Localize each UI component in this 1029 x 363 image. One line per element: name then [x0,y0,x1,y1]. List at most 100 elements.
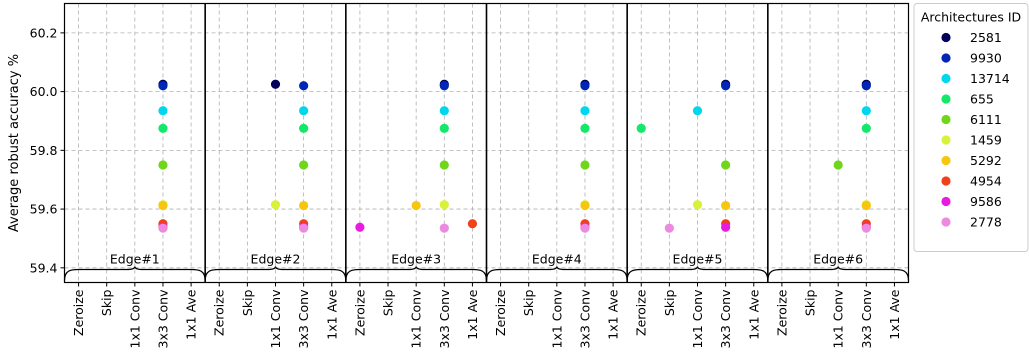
data-point-5292 [411,200,421,211]
data-point-2778 [158,223,168,233]
data-point-13714 [580,106,590,116]
legend-marker [941,135,951,145]
edge-label: Edge#4 [532,252,582,267]
data-point-9930 [158,81,168,91]
edge-brace [63,266,206,281]
edge-groups: Edge#1 Edge#2 Edge#3 Edge#4 Edge#5 Edge#6 [63,3,910,283]
data-point-655 [580,123,590,133]
legend-label: 9930 [970,51,1002,66]
legend-label: 2581 [970,30,1002,45]
legend-marker [941,217,951,227]
data-point-13714 [861,106,871,116]
edge-label: Edge#6 [813,252,863,267]
data-point-655 [861,123,871,133]
data-point-655 [439,123,449,133]
legend-marker [941,196,951,207]
data-point-9586 [721,222,731,232]
legend-marker [941,32,951,43]
x-tick-label: Skip [381,289,396,316]
data-point-6111 [158,160,168,170]
x-tick-label: 1x1 Conv [127,289,142,349]
data-point-5292 [299,200,309,211]
data-point-5292 [861,200,871,211]
x-tick-label: 1x1 Ave [887,289,902,339]
data-point-9930 [439,81,449,91]
x-tick-label: Zeroize [774,289,789,336]
x-tick-label: 1x1 Conv [409,289,424,349]
x-tick-label: 3x3 Conv [859,289,874,349]
data-point-13714 [299,106,309,116]
edge-label: Edge#2 [251,252,301,267]
x-axis: Zeroize Skip 1x1 Conv 3x3 Conv 1x1 Ave Zeroiz… [71,282,902,349]
edge-brace [485,266,628,281]
edge-label: Edge#3 [391,252,441,267]
data-point-2778 [664,223,674,233]
edge-brace [204,266,347,281]
x-tick-label: 1x1 Conv [268,289,283,349]
data-point-655 [299,123,309,133]
data-point-5292 [580,200,590,211]
data-point-9930 [861,81,871,91]
legend-label: 13714 [970,71,1010,86]
x-tick-label: Zeroize [352,289,367,336]
data-point-6111 [580,160,590,170]
y-tick-label: 59.4 [30,260,58,275]
legend: Architectures ID 2581 9930 13714 655 6111 1459… [913,3,1029,252]
data-point-4954 [467,219,478,229]
edge-brace [767,266,910,281]
data-points [158,79,871,233]
legend-box [913,3,1029,252]
legend-label: 6111 [970,112,1002,127]
legend-label: 2778 [970,215,1002,230]
x-tick-label: 1x1 Ave [606,289,621,339]
data-point-2778 [861,223,871,233]
x-tick-label: Zeroize [71,289,86,336]
x-tick-label: Skip [662,289,677,316]
x-tick-label: 3x3 Conv [577,289,592,349]
x-tick-label: 3x3 Conv [296,289,311,349]
edge-label: Edge#1 [110,252,160,267]
data-point-13714 [158,106,168,116]
x-tick-label: 3x3 Conv [155,289,170,349]
y-tick-label: 59.8 [30,143,58,158]
x-tick-label: 1x1 Ave [746,289,761,339]
legend-label: 655 [970,92,994,107]
legend-marker [941,155,951,166]
x-tick-label: Skip [99,289,114,316]
x-tick-label: Zeroize [493,289,508,336]
data-point-2581 [270,79,281,89]
x-tick-label: Skip [803,289,818,316]
x-tick-label: 3x3 Conv [437,289,452,349]
edge-brace [626,266,769,281]
data-point-6111 [721,160,731,170]
x-tick-label: 1x1 Conv [831,289,846,349]
legend-label: 1459 [970,133,1002,148]
legend-marker [941,176,951,186]
data-point-6111 [299,160,309,170]
data-point-1459 [439,200,449,210]
y-axis: 59.4 59.6 59.8 60.0 60.2 [30,25,65,275]
x-tick-label: Skip [240,289,255,316]
data-point-9586 [355,222,365,232]
data-point-2778 [299,223,309,233]
x-tick-label: Zeroize [634,289,649,336]
data-point-1459 [692,200,703,210]
legend-label: 4954 [970,174,1002,189]
plot-frame [63,2,910,284]
data-point-9930 [721,81,731,91]
data-point-5292 [721,200,731,211]
x-tick-label: 1x1 Conv [549,289,564,349]
x-tick-label: 1x1 Conv [690,289,705,349]
data-point-9930 [580,81,590,91]
data-point-9930 [299,81,309,91]
x-tick-label: 1x1 Ave [324,289,339,339]
data-point-6111 [439,160,449,170]
data-point-13714 [439,106,449,116]
legend-marker [941,53,951,63]
x-tick-label: 3x3 Conv [718,289,733,349]
data-point-655 [158,123,168,133]
legend-marker [941,94,951,104]
legend-title: Architectures ID [921,10,1021,25]
edge-brace [345,266,488,281]
